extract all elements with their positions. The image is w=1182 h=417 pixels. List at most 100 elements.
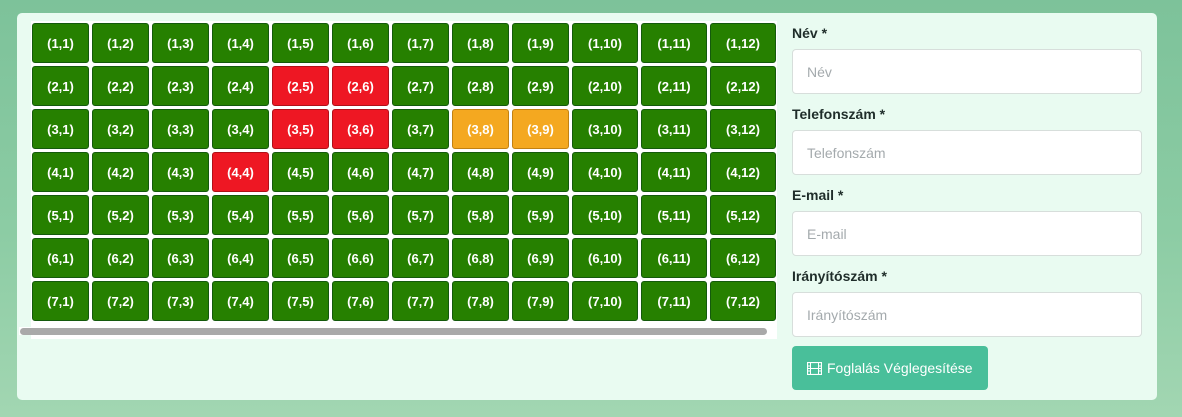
name-input[interactable] [792,49,1142,94]
seat-row: (5,1) (5,2) (5,3) (5,4) (5,5) (5,6) (5,7) (5,8)… [32,195,776,235]
finalize-booking-button[interactable]: Foglalás Véglegesítése [792,346,988,390]
seat-free[interactable]: (2,11) [641,66,707,106]
seat-free[interactable]: (5,10) [572,195,638,235]
seat-free[interactable]: (2,7) [392,66,449,106]
seat-free[interactable]: (5,5) [272,195,329,235]
film-icon [806,361,823,375]
seat-free[interactable]: (5,11) [641,195,707,235]
seat-free[interactable]: (7,12) [710,281,776,321]
seat-free[interactable]: (1,9) [512,23,569,63]
seat-free[interactable]: (5,3) [152,195,209,235]
seat-free[interactable]: (4,7) [392,152,449,192]
seat-free[interactable]: (6,1) [32,238,89,278]
seat-free[interactable]: (4,8) [452,152,509,192]
seat-selected[interactable]: (3,8) [452,109,509,149]
seat-free[interactable]: (2,9) [512,66,569,106]
seat-free[interactable]: (1,4) [212,23,269,63]
seat-free[interactable]: (6,8) [452,238,509,278]
seat-free[interactable]: (4,11) [641,152,707,192]
seat-free[interactable]: (7,8) [452,281,509,321]
seat-free[interactable]: (1,6) [332,23,389,63]
seat-free[interactable]: (7,6) [332,281,389,321]
seat-free[interactable]: (4,3) [152,152,209,192]
seat-free[interactable]: (5,4) [212,195,269,235]
seat-free[interactable]: (7,4) [212,281,269,321]
seat-free[interactable]: (1,5) [272,23,329,63]
seat-free[interactable]: (4,9) [512,152,569,192]
seat-free[interactable]: (4,2) [92,152,149,192]
scrollbar-thumb[interactable] [20,328,767,335]
seat-free[interactable]: (1,11) [641,23,707,63]
seat-map-scrollbar[interactable] [19,327,767,335]
seat-free[interactable]: (3,12) [710,109,776,149]
seat-free[interactable]: (4,12) [710,152,776,192]
seat-row: (2,1) (2,2) (2,3) (2,4) (2,5) (2,6) (2,7) (2,8)… [32,66,776,106]
seat-free[interactable]: (1,10) [572,23,638,63]
seat-free[interactable]: (5,2) [92,195,149,235]
seat-free[interactable]: (2,3) [152,66,209,106]
seat-free[interactable]: (6,2) [92,238,149,278]
seat-free[interactable]: (2,2) [92,66,149,106]
seat-free[interactable]: (7,3) [152,281,209,321]
seat-free[interactable]: (4,6) [332,152,389,192]
seat-free[interactable]: (1,7) [392,23,449,63]
seat-taken[interactable]: (3,5) [272,109,329,149]
seat-row: (3,1) (3,2) (3,3) (3,4) (3,5) (3,6) (3,7) (3,8)… [32,109,776,149]
seat-free[interactable]: (7,9) [512,281,569,321]
seat-free[interactable]: (1,2) [92,23,149,63]
seat-taken[interactable]: (3,6) [332,109,389,149]
seat-free[interactable]: (5,8) [452,195,509,235]
email-label: E-mail * [792,187,844,203]
seat-row: (4,1) (4,2) (4,3) (4,4) (4,5) (4,6) (4,7) (4,8)… [32,152,776,192]
seat-row: (1,1) (1,2) (1,3) (1,4) (1,5) (1,6) (1,7) (1,8)… [32,23,776,63]
seat-free[interactable]: (3,11) [641,109,707,149]
zip-input[interactable] [792,292,1142,337]
name-label: Név * [792,25,828,41]
email-input[interactable] [792,211,1142,256]
seat-free[interactable]: (6,10) [572,238,638,278]
phone-input[interactable] [792,130,1142,175]
seat-free[interactable]: (6,3) [152,238,209,278]
seat-free[interactable]: (3,1) [32,109,89,149]
seat-free[interactable]: (7,5) [272,281,329,321]
seat-free[interactable]: (6,4) [212,238,269,278]
seat-free[interactable]: (7,11) [641,281,707,321]
seat-free[interactable]: (5,1) [32,195,89,235]
seat-free[interactable]: (2,8) [452,66,509,106]
seat-free[interactable]: (5,6) [332,195,389,235]
seat-free[interactable]: (6,11) [641,238,707,278]
seat-free[interactable]: (5,12) [710,195,776,235]
seat-free[interactable]: (3,7) [392,109,449,149]
seat-free[interactable]: (2,12) [710,66,776,106]
seat-free[interactable]: (3,10) [572,109,638,149]
seat-free[interactable]: (1,8) [452,23,509,63]
seat-free[interactable]: (5,7) [392,195,449,235]
seat-free[interactable]: (3,3) [152,109,209,149]
seat-free[interactable]: (4,1) [32,152,89,192]
seat-free[interactable]: (2,4) [212,66,269,106]
seat-free[interactable]: (1,12) [710,23,776,63]
seat-free[interactable]: (7,1) [32,281,89,321]
seat-free[interactable]: (6,6) [332,238,389,278]
seat-free[interactable]: (1,1) [32,23,89,63]
seat-free[interactable]: (1,3) [152,23,209,63]
seat-taken[interactable]: (2,6) [332,66,389,106]
seat-free[interactable]: (2,1) [32,66,89,106]
seat-free[interactable]: (4,10) [572,152,638,192]
seat-selected[interactable]: (3,9) [512,109,569,149]
seat-free[interactable]: (6,5) [272,238,329,278]
seat-free[interactable]: (3,4) [212,109,269,149]
booking-card: (1,1) (1,2) (1,3) (1,4) (1,5) (1,6) (1,7) (1,8)… [17,13,1157,400]
seat-free[interactable]: (4,5) [272,152,329,192]
seat-free[interactable]: (7,10) [572,281,638,321]
seat-free[interactable]: (3,2) [92,109,149,149]
seat-taken[interactable]: (2,5) [272,66,329,106]
seat-free[interactable]: (7,7) [392,281,449,321]
seat-taken[interactable]: (4,4) [212,152,269,192]
seat-free[interactable]: (5,9) [512,195,569,235]
seat-free[interactable]: (6,9) [512,238,569,278]
seat-free[interactable]: (6,12) [710,238,776,278]
seat-free[interactable]: (6,7) [392,238,449,278]
seat-free[interactable]: (7,2) [92,281,149,321]
seat-free[interactable]: (2,10) [572,66,638,106]
